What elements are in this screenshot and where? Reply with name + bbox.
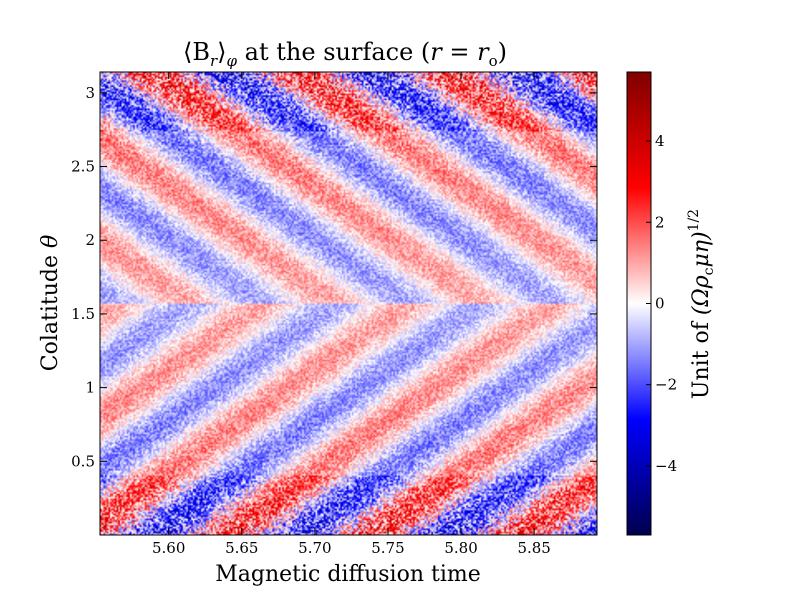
x-tick-label: 5.60: [152, 539, 185, 557]
plot-frame: [99, 71, 598, 536]
y-axis-label: Colatitude θ: [38, 235, 63, 371]
colorbar-tick-label: 0: [655, 295, 665, 313]
y-tick-label: 2: [85, 231, 95, 249]
x-tick-label: 5.75: [371, 539, 404, 557]
x-axis: 5.60 5.65 5.70 5.75 5.80 5.85: [152, 72, 551, 557]
colorbar-tick-label: 2: [655, 213, 665, 231]
colorbar-axis: −4 −2 0 2 4: [646, 132, 677, 475]
y-tick-label: 1: [85, 379, 95, 397]
colorbar-tick-label: −4: [655, 457, 677, 475]
y-tick-label: 3: [85, 84, 95, 102]
x-tick-label: 5.80: [444, 539, 477, 557]
x-tick-label: 5.85: [517, 539, 550, 557]
y-tick-label: 0.5: [71, 452, 95, 470]
x-tick-label: 5.65: [225, 539, 258, 557]
x-tick-label: 5.70: [298, 539, 331, 557]
colorbar-label: Unit of (Ωρcμη)1/2: [686, 209, 717, 399]
x-axis-label: Magnetic diffusion time: [215, 562, 481, 587]
y-axis: 0.5 1 1.5 2 2.5 3: [71, 84, 597, 470]
chart-title: ⟨Br⟩φ at the surface (r = ro): [183, 38, 507, 70]
colorbar-tick-label: 4: [655, 132, 665, 150]
heatmap: [100, 72, 597, 535]
y-tick-label: 2.5: [71, 158, 95, 176]
colorbar-tick-label: −2: [655, 376, 677, 394]
y-tick-label: 1.5: [71, 305, 95, 323]
